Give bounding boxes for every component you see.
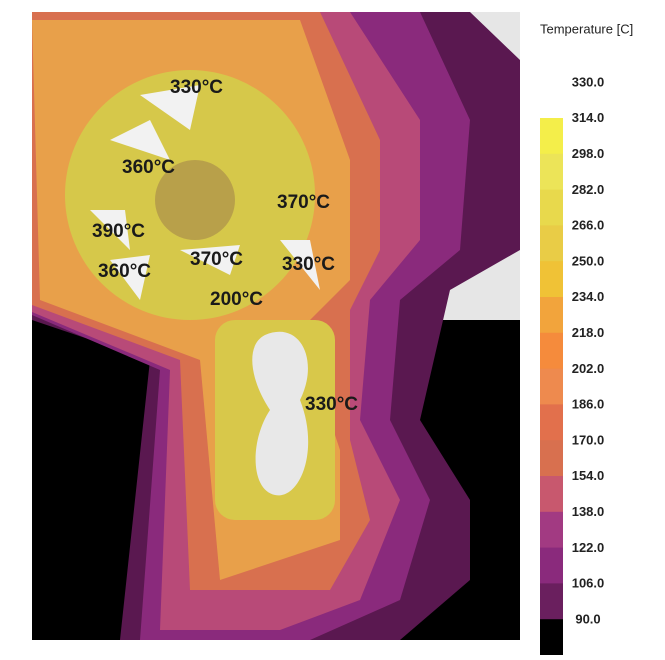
legend-label: 250.0 [572, 253, 605, 268]
legend-swatch [540, 547, 563, 584]
legend-label: 90.0 [575, 611, 600, 626]
legend-title: Temperature [C] [540, 21, 633, 36]
legend-swatch [540, 440, 563, 477]
legend-label: 186.0 [572, 397, 605, 412]
thermal-image [32, 12, 520, 640]
legend-label: 202.0 [572, 361, 605, 376]
hot-spot [252, 331, 309, 496]
legend-label: 218.0 [572, 325, 605, 340]
legend-swatch [540, 261, 563, 298]
legend-label: 122.0 [572, 540, 605, 555]
temperature-label: 370°C [277, 192, 330, 213]
legend-swatch [540, 297, 563, 334]
legend-swatch [540, 332, 563, 370]
temperature-label: 390°C [92, 221, 145, 242]
annotations: 330°C 360°C 370°C 390°C 370°C 330°C 360°C 200°C… [92, 77, 358, 415]
legend-swatch [540, 476, 563, 513]
legend-label: 314.0 [572, 110, 605, 125]
legend-swatch [540, 511, 563, 549]
hub [155, 160, 235, 240]
legend-swatch [540, 225, 563, 262]
legend-label: 330.0 [572, 74, 605, 89]
legend-label: 170.0 [572, 432, 605, 447]
temperature-label: 330°C [282, 254, 335, 275]
temperature-label: 200°C [210, 289, 263, 310]
legend-label: 138.0 [572, 504, 605, 519]
temperature-label: 360°C [98, 261, 151, 282]
temperature-label: 370°C [190, 249, 243, 270]
legend-swatch [540, 583, 563, 620]
legend-swatch [540, 118, 563, 155]
temperature-label: 360°C [122, 157, 175, 178]
legend-swatch [540, 189, 563, 226]
temperature-label: 330°C [305, 394, 358, 415]
legend-swatch [540, 153, 563, 191]
legend-label: 234.0 [572, 289, 605, 304]
legend-label: 298.0 [572, 146, 605, 161]
colorbar: 330.0 314.0 298.0 282.0 266.0 250.0 234.0 218.0… [540, 74, 605, 656]
legend-swatch [540, 619, 563, 656]
legend-label: 282.0 [572, 182, 605, 197]
legend-label: 106.0 [572, 576, 605, 591]
legend-swatch [540, 368, 563, 405]
legend-swatch [540, 404, 563, 441]
hot-spot [90, 85, 320, 300]
legend-label: 154.0 [572, 468, 605, 483]
legend-label: 266.0 [572, 218, 605, 233]
temperature-label: 330°C [170, 77, 223, 98]
